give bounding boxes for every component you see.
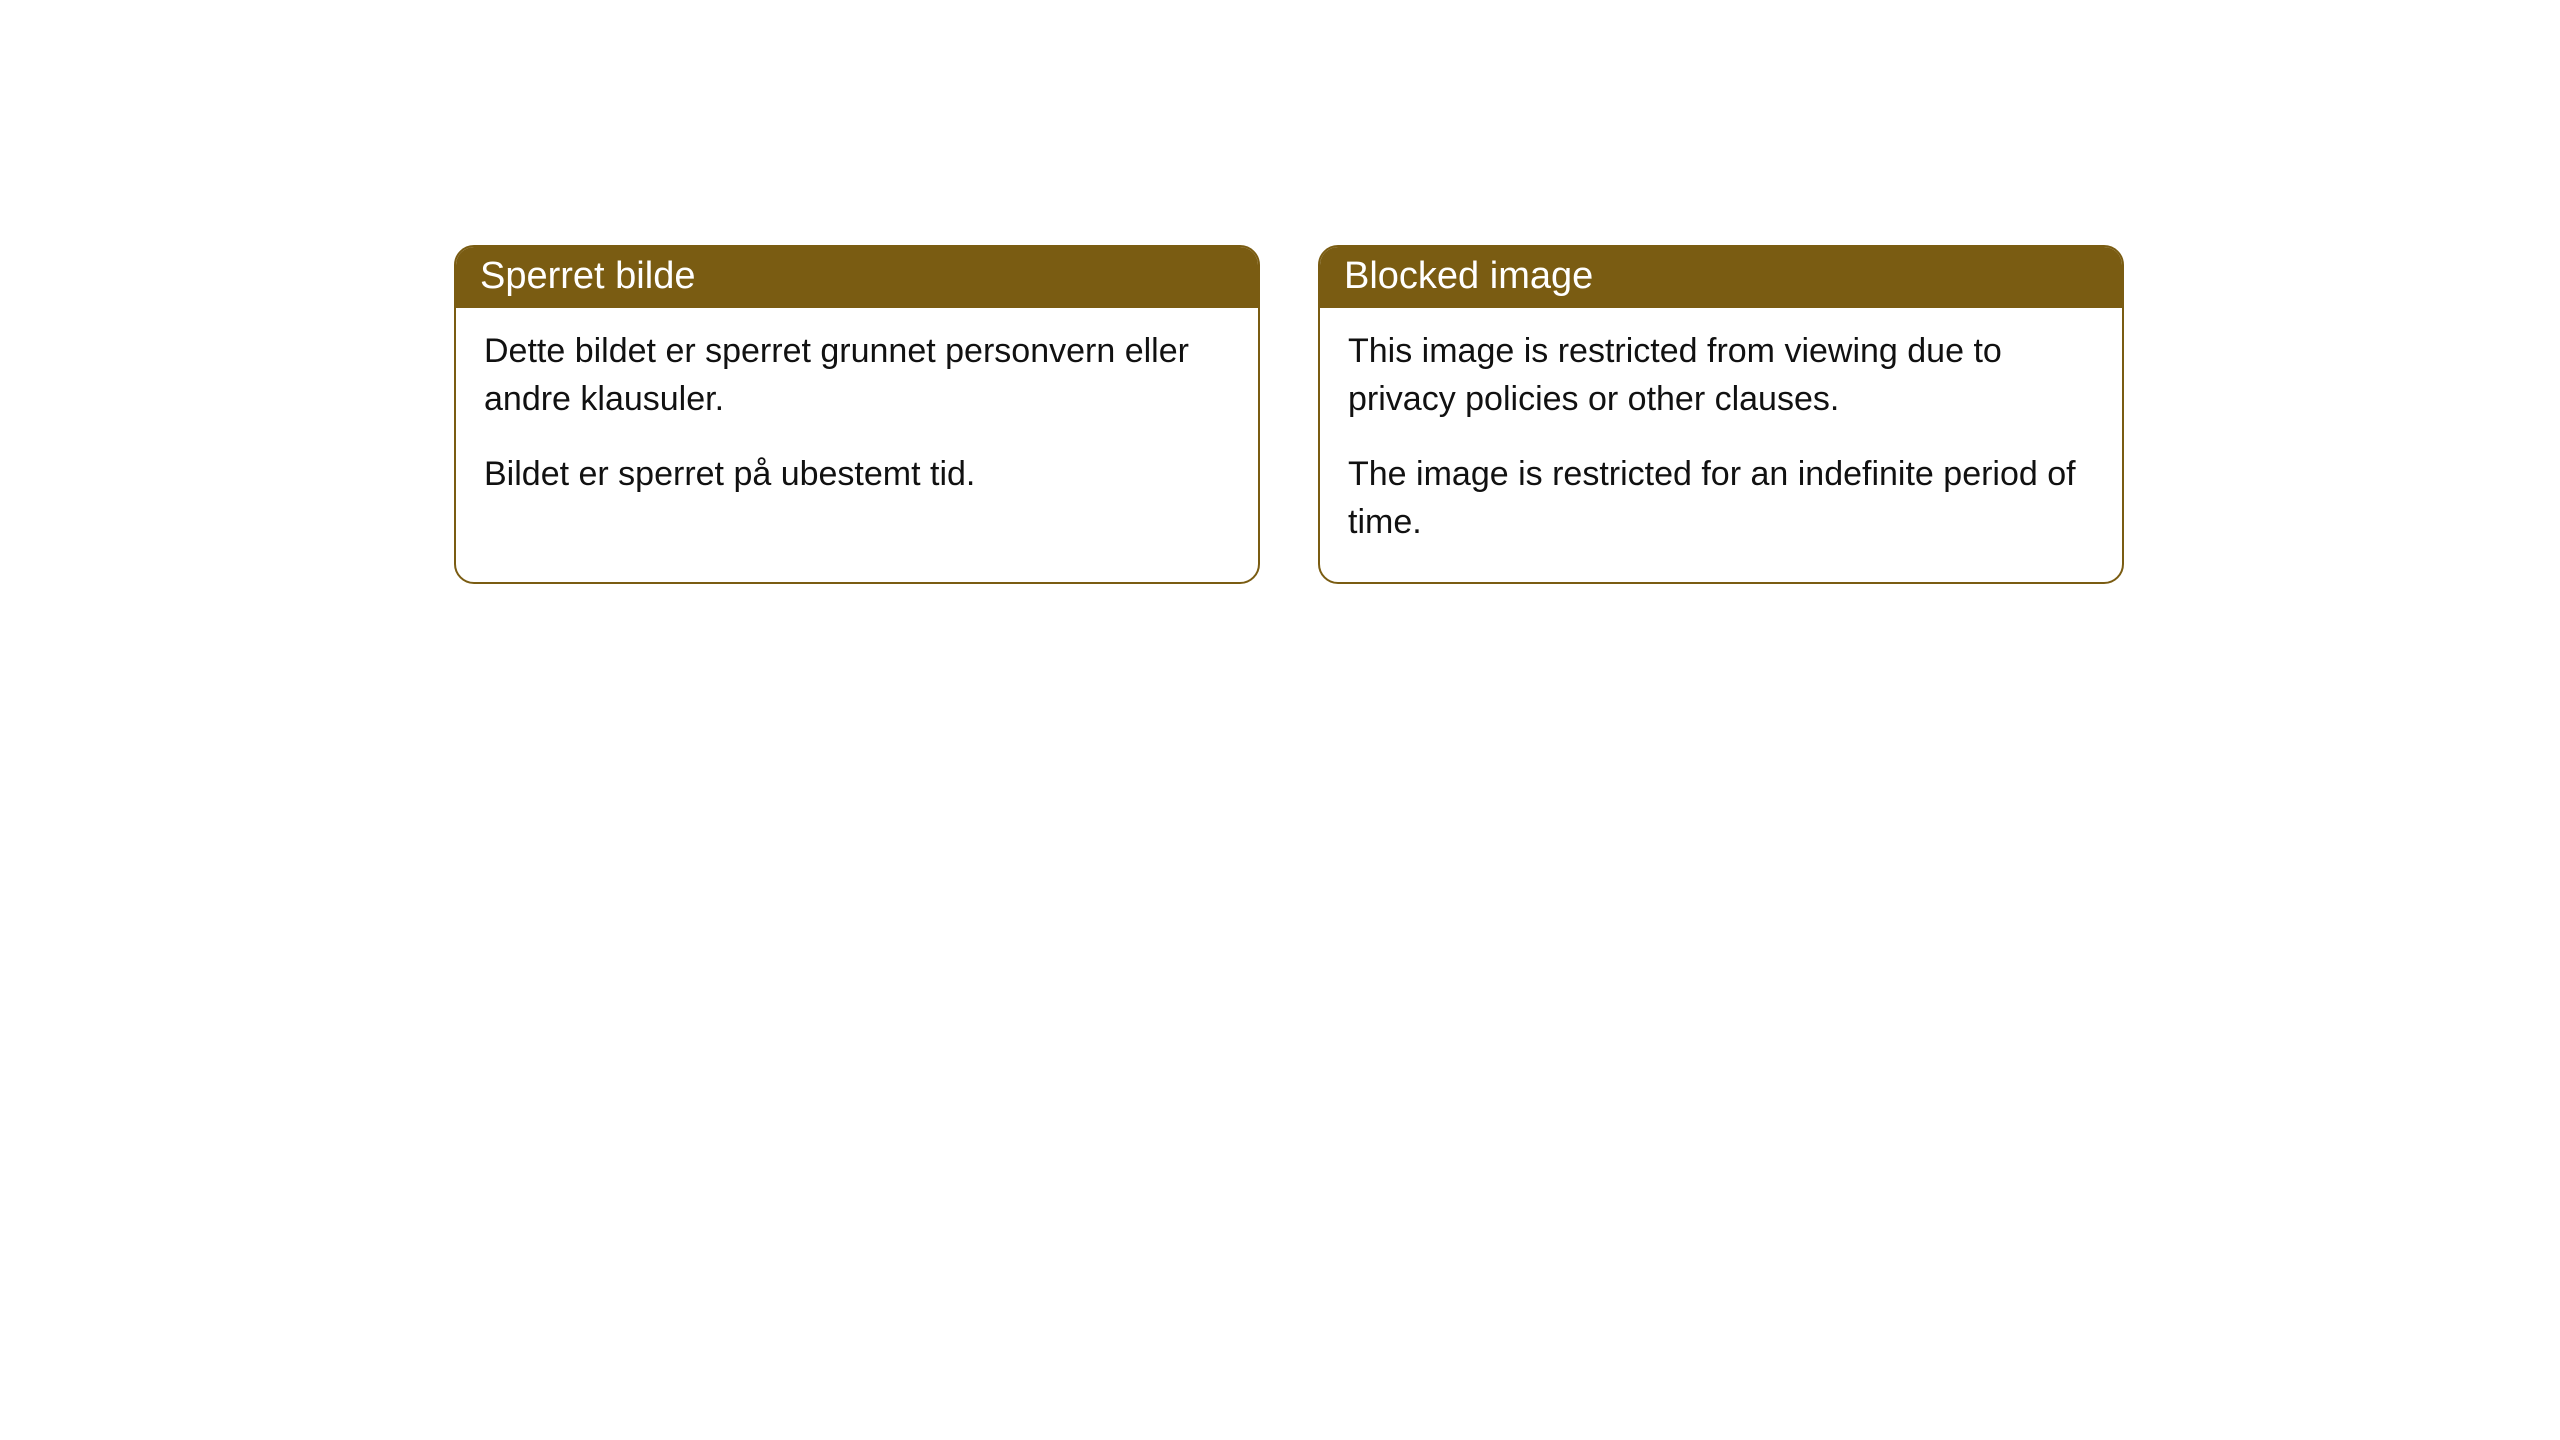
card-body: This image is restricted from viewing du… (1320, 308, 2122, 582)
card-paragraph: This image is restricted from viewing du… (1348, 328, 2094, 423)
card-body: Dette bildet er sperret grunnet personve… (456, 308, 1258, 535)
notice-card-norwegian: Sperret bilde Dette bildet er sperret gr… (454, 245, 1260, 584)
card-title: Sperret bilde (480, 255, 695, 297)
card-title: Blocked image (1344, 255, 1593, 297)
card-header: Blocked image (1320, 247, 2122, 308)
card-paragraph: Bildet er sperret på ubestemt tid. (484, 451, 1230, 499)
card-paragraph: Dette bildet er sperret grunnet personve… (484, 328, 1230, 423)
notice-card-english: Blocked image This image is restricted f… (1318, 245, 2124, 584)
card-paragraph: The image is restricted for an indefinit… (1348, 451, 2094, 546)
notice-cards-container: Sperret bilde Dette bildet er sperret gr… (454, 245, 2124, 584)
card-header: Sperret bilde (456, 247, 1258, 308)
